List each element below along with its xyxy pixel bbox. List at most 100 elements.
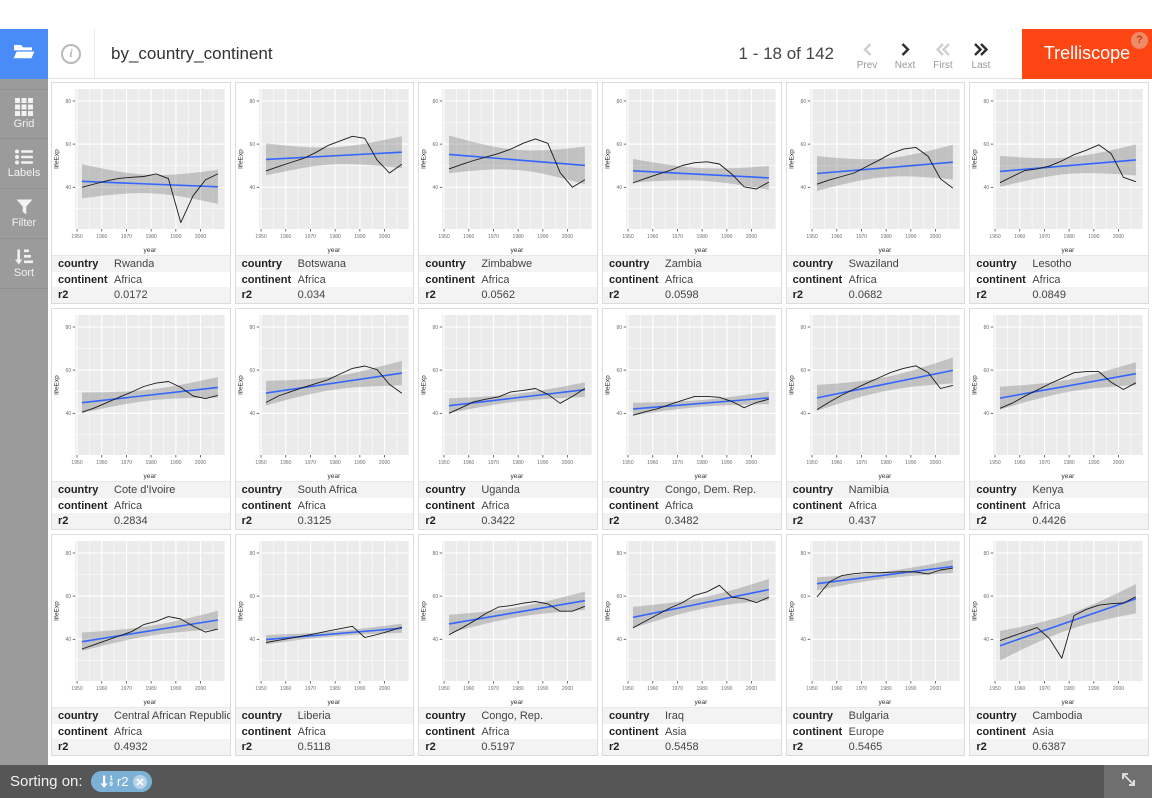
sidebar-item-labels[interactable]: Labels xyxy=(0,139,48,189)
label-key: country xyxy=(425,709,466,722)
svg-text:1960: 1960 xyxy=(1014,460,1025,466)
svg-text:40: 40 xyxy=(800,637,806,643)
label-row-country: country Congo, Rep. xyxy=(419,708,597,724)
label-row-country: country Kenya xyxy=(970,482,1148,498)
svg-text:1960: 1960 xyxy=(96,686,107,692)
label-row-country: country Namibia xyxy=(786,482,965,498)
label-value: Iraq xyxy=(665,709,684,722)
svg-text:40: 40 xyxy=(617,411,623,417)
svg-text:lifeExp: lifeExp xyxy=(421,375,428,395)
label-value: 0.4932 xyxy=(114,741,148,754)
remove-sort-button[interactable] xyxy=(133,774,148,789)
double-chevron-right-icon xyxy=(973,42,989,57)
svg-text:lifeExp: lifeExp xyxy=(788,149,795,169)
help-badge[interactable]: ? xyxy=(1131,31,1148,49)
label-key: r2 xyxy=(241,741,253,754)
svg-text:2000: 2000 xyxy=(746,460,757,466)
label-row-r2: r2 0.0682 xyxy=(786,287,965,304)
svg-text:year: year xyxy=(695,699,709,706)
label-row-continent: continent Europe xyxy=(786,723,965,740)
label-key: continent xyxy=(241,499,292,512)
double-chevron-left-icon xyxy=(935,42,951,57)
label-value: 0.0598 xyxy=(665,289,699,302)
svg-text:60: 60 xyxy=(984,368,990,374)
svg-text:year: year xyxy=(1062,699,1076,706)
panel-chart: 40 60 80 1950 1960 1970 1980 1990 2000 year lifeEx… xyxy=(970,83,1148,255)
svg-text:1960: 1960 xyxy=(647,686,658,692)
label-value: 0.437 xyxy=(848,515,877,528)
label-value: Africa xyxy=(297,273,326,286)
svg-text:lifeExp: lifeExp xyxy=(237,601,244,621)
label-row-r2: r2 0.0562 xyxy=(419,287,597,304)
label-value: 0.3482 xyxy=(665,515,699,528)
fullscreen-toggle-button[interactable] xyxy=(1104,765,1152,798)
svg-text:40: 40 xyxy=(800,411,806,417)
label-key: r2 xyxy=(425,289,436,302)
svg-text:80: 80 xyxy=(433,551,439,557)
svg-text:1960: 1960 xyxy=(463,686,474,692)
label-value: Cambodia xyxy=(1032,709,1083,722)
label-row-continent: continent Africa xyxy=(235,271,414,288)
panel-labels: country South Africa continent Africa r2… xyxy=(235,481,414,530)
label-key: r2 xyxy=(976,741,987,754)
svg-text:1980: 1980 xyxy=(880,460,891,466)
panel-chart: 40 60 80 1950 1960 1970 1980 1990 2000 year lifeEx… xyxy=(970,309,1148,481)
svg-text:1990: 1990 xyxy=(1089,460,1100,466)
svg-text:80: 80 xyxy=(800,325,806,331)
label-key: country xyxy=(425,257,466,270)
svg-text:2000: 2000 xyxy=(930,460,941,466)
label-value: Liberia xyxy=(297,709,331,722)
svg-text:1980: 1980 xyxy=(513,234,524,240)
svg-text:1980: 1980 xyxy=(697,234,708,240)
svg-text:1950: 1950 xyxy=(806,460,817,466)
label-key: country xyxy=(976,709,1017,722)
svg-text:1980: 1980 xyxy=(146,234,157,240)
label-key: r2 xyxy=(792,289,804,302)
sort-icon xyxy=(15,249,33,265)
label-row-continent: continent Africa xyxy=(235,497,414,514)
label-row-continent: continent Africa xyxy=(419,723,597,740)
svg-text:1990: 1990 xyxy=(538,686,549,692)
panel-labels: country Cambodia continent Asia r2 0.638… xyxy=(970,707,1148,756)
label-key: continent xyxy=(792,273,843,286)
label-key: r2 xyxy=(58,289,69,302)
label-key: r2 xyxy=(792,741,804,754)
trelliscope-button[interactable]: Trelliscope ? xyxy=(1022,28,1152,79)
panel-labels: country Central African Republic contine… xyxy=(52,707,230,756)
open-display-button[interactable] xyxy=(0,29,48,79)
svg-text:60: 60 xyxy=(617,142,623,148)
label-value: Congo, Dem. Rep. xyxy=(665,483,757,496)
label-key: continent xyxy=(609,725,659,738)
info-icon: i xyxy=(61,43,81,64)
svg-text:year: year xyxy=(878,247,892,254)
svg-text:80: 80 xyxy=(66,551,72,557)
svg-text:1990: 1990 xyxy=(721,686,732,692)
label-value: Zambia xyxy=(665,257,702,270)
panel: 40 60 80 1950 1960 1970 1980 1990 2000 year lifeEx… xyxy=(602,308,782,530)
svg-text:1990: 1990 xyxy=(538,460,549,466)
panel-chart: 40 60 80 1950 1960 1970 1980 1990 2000 year lifeEx… xyxy=(419,83,597,255)
svg-text:60: 60 xyxy=(984,142,990,148)
label-value: 0.0172 xyxy=(114,289,148,302)
display-info-button[interactable]: i xyxy=(48,28,95,79)
panel: 40 60 80 1950 1960 1970 1980 1990 2000 year lifeEx… xyxy=(785,82,966,304)
svg-text:60: 60 xyxy=(617,368,623,374)
svg-text:40: 40 xyxy=(984,411,990,417)
svg-text:80: 80 xyxy=(66,325,72,331)
svg-text:60: 60 xyxy=(66,594,72,600)
svg-text:1960: 1960 xyxy=(1014,686,1025,692)
header: i by_country_continent 1 - 18 of 142 Pre… xyxy=(0,28,1152,79)
svg-text:80: 80 xyxy=(249,325,255,331)
sidebar-item-grid[interactable]: Grid xyxy=(0,89,48,139)
sidebar-item-filter[interactable]: Filter xyxy=(0,189,48,239)
sidebar-item-sort[interactable]: Sort xyxy=(0,239,48,289)
first-page-button[interactable]: First xyxy=(924,36,962,71)
label-row-continent: continent Africa xyxy=(970,497,1148,514)
label-row-r2: r2 0.3125 xyxy=(235,513,414,530)
next-page-button[interactable]: Next xyxy=(886,36,924,71)
last-page-button[interactable]: Last xyxy=(962,36,1000,71)
label-key: continent xyxy=(425,273,475,286)
prev-page-button[interactable]: Prev xyxy=(848,36,886,71)
